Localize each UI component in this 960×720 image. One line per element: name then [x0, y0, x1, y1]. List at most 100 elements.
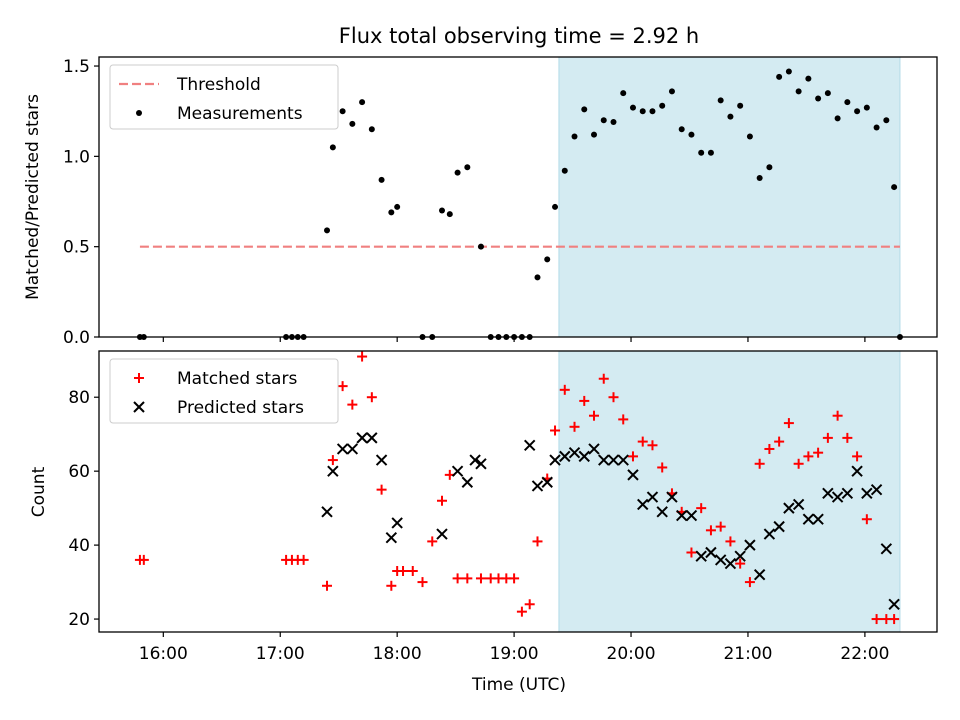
predicted-star-point [753, 568, 766, 581]
matched-star-point [337, 381, 348, 392]
matched-star-point [842, 432, 853, 443]
matched-star-point [436, 495, 447, 506]
predicted-star-point [822, 487, 834, 500]
predicted-star-point [617, 454, 629, 466]
measurement-point [746, 133, 753, 140]
legend-box [109, 358, 339, 424]
measurement-point [629, 104, 636, 111]
predicted-star-point [675, 509, 688, 522]
x-tick-label: 17:00 [256, 644, 305, 664]
predicted-star-point [744, 539, 756, 551]
matched-star-point [735, 558, 746, 569]
plot-frame [98, 56, 938, 338]
measurement-point [649, 108, 656, 115]
matched-star-point [366, 392, 377, 403]
measurement-point [600, 117, 607, 124]
measurement-point [368, 126, 375, 133]
predicted-star-point [685, 509, 698, 522]
measurement-point [668, 88, 675, 95]
y-tick-label: 20 [68, 610, 90, 630]
predicted-star-point [646, 491, 659, 503]
measurement-point [438, 207, 445, 214]
matched-star-point [569, 421, 580, 432]
matched-star-point [524, 599, 535, 610]
measurement-point [610, 119, 617, 126]
matched-star-point [764, 443, 775, 454]
matched-star-point [715, 521, 726, 532]
predicted-star-point [734, 550, 746, 562]
matched-star-point [627, 451, 638, 462]
measurement-point [766, 164, 773, 171]
predicted-legend-icon [133, 401, 145, 413]
bottom-panel: 20 40 60 80 16:00 17:00 18:00 19:00 20:00 21:00 22… [68, 350, 938, 664]
y-tick-label: 0.0 [63, 328, 90, 348]
predicted-star-point [375, 454, 388, 466]
predicted-star-point [870, 483, 883, 496]
matched-star-point [386, 580, 397, 591]
matched-star-point [618, 414, 629, 425]
legend-label: Threshold [176, 75, 261, 95]
predicted-star-point [714, 554, 727, 566]
y-tick-label: 1.5 [63, 57, 90, 77]
matched-star-point [532, 536, 543, 547]
matched-star-point [705, 525, 716, 536]
matched-star-point [589, 410, 600, 421]
measurement-point [717, 97, 724, 104]
matched-star-point [550, 425, 561, 436]
predicted-star-point [549, 454, 561, 466]
measurement-point [815, 95, 822, 102]
plot-frame [98, 350, 938, 633]
measurement-point [477, 243, 484, 250]
predicted-star-point [385, 532, 398, 544]
measurement-point [737, 102, 744, 109]
predicted-star-point [541, 476, 553, 488]
matched-star-point [637, 436, 648, 447]
measurement-point [698, 149, 705, 156]
predicted-star-point [627, 469, 639, 481]
matched-star-point [861, 514, 872, 525]
matched-star-point [803, 451, 814, 462]
legend-box [109, 64, 339, 130]
matched-star-point [696, 503, 707, 514]
predicted-star-point [783, 502, 795, 514]
y-tick-label: 60 [68, 462, 90, 482]
predicted-star-point [461, 476, 474, 488]
matched-star-point [376, 484, 387, 495]
measurement-point [844, 99, 851, 106]
x-axis-label: Time (UTC) [471, 675, 566, 695]
y-tick-label: 0.5 [63, 238, 90, 258]
matched-star-point [452, 573, 463, 584]
measurement-point [454, 169, 461, 176]
measurement-point [388, 209, 395, 216]
predicted-star-point [475, 458, 487, 470]
matched-star-point [686, 547, 697, 558]
measurement-point [339, 108, 346, 115]
matched-star-point [647, 440, 658, 451]
x-tick-label: 22:00 [840, 644, 889, 664]
measurement-point [591, 131, 598, 138]
top-panel: 0.0 0.5 1.0 1.5 Threshold Measurements [63, 56, 938, 348]
measurement-point [863, 104, 870, 111]
measurement-point [659, 102, 666, 109]
matched-star-point [298, 554, 309, 565]
predicted-star-point [812, 513, 824, 525]
measurement-point [883, 117, 890, 124]
predicted-star-point [523, 439, 536, 451]
predicted-star-point [531, 480, 544, 492]
predicted-star-point [888, 598, 900, 610]
predicted-star-point [861, 487, 873, 500]
top-y-axis-label: Matched/Predicted stars [23, 94, 43, 300]
predicted-star-point [327, 465, 339, 477]
predicted-star-point [851, 465, 863, 477]
predicted-star-point [656, 506, 668, 518]
predicted-star-point [356, 432, 368, 444]
predicted-star-point [469, 454, 481, 466]
predicted-star-point [391, 517, 403, 529]
matched-star-point [398, 565, 409, 576]
measurement-point [727, 113, 734, 120]
matched-star-point [744, 577, 755, 588]
predicted-star-point [607, 454, 620, 466]
matched-star-point [417, 577, 428, 588]
predicted-star-point [880, 543, 893, 555]
predicted-star-point [578, 450, 590, 463]
